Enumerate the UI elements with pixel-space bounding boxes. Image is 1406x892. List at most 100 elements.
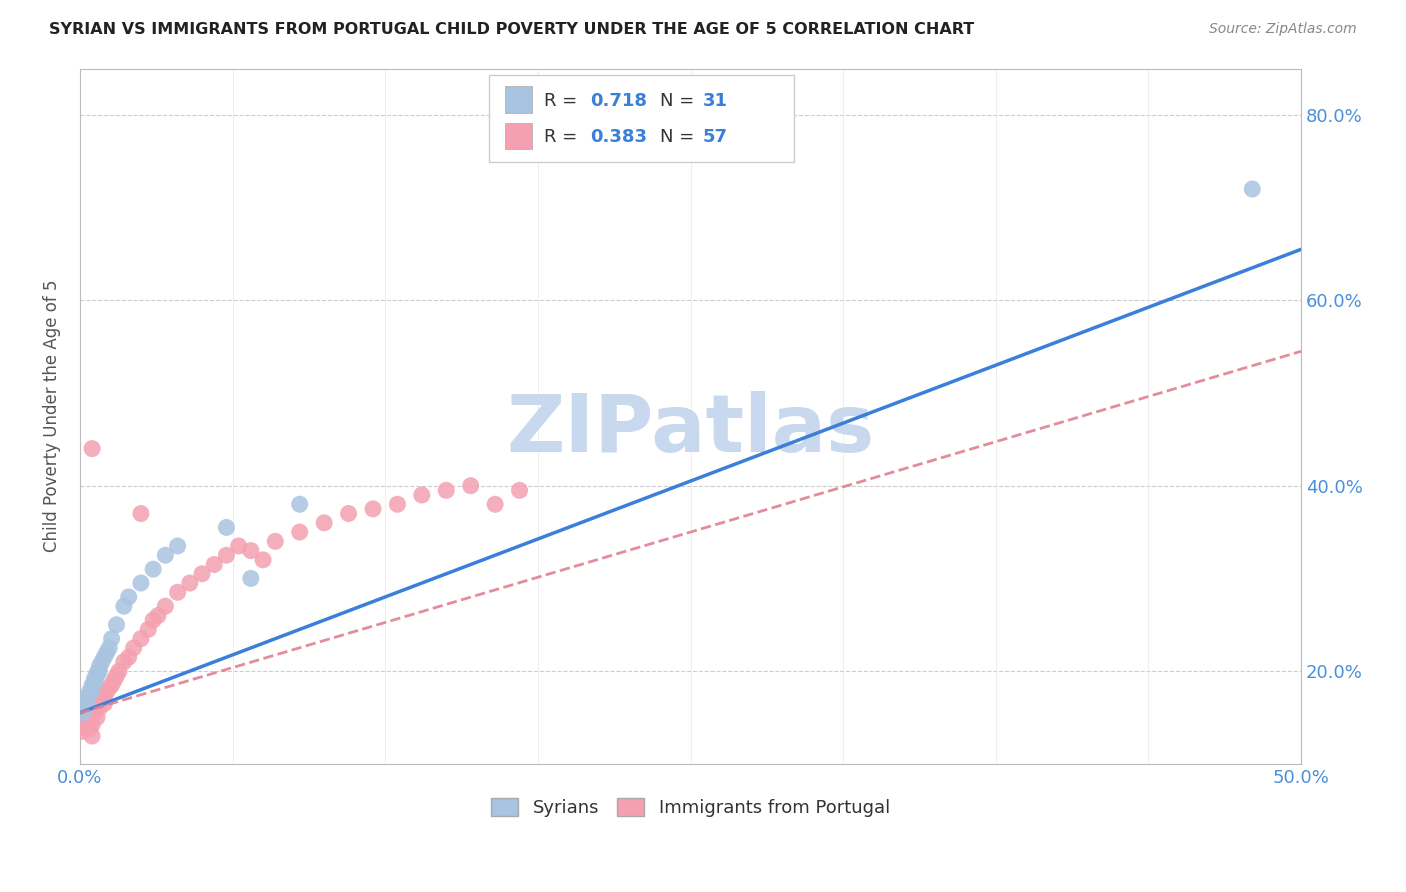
Point: [79, 722, 101, 736]
FancyBboxPatch shape: [505, 87, 531, 112]
Point: [484, 497, 506, 511]
Point: [118, 590, 141, 604]
Text: 0.383: 0.383: [591, 128, 647, 145]
Point: [129, 507, 152, 521]
Point: [90, 690, 112, 704]
Point: [202, 558, 225, 572]
Point: [83, 675, 105, 690]
Point: [387, 497, 409, 511]
Point: [98, 640, 121, 655]
Text: ZIPatlas: ZIPatlas: [506, 391, 875, 469]
Point: [73, 706, 96, 720]
Point: [411, 488, 433, 502]
Point: [79, 697, 101, 711]
Text: R =: R =: [544, 128, 583, 145]
Point: [166, 585, 188, 599]
Text: R =: R =: [544, 93, 583, 111]
Point: [80, 718, 103, 732]
Point: [142, 613, 165, 627]
Point: [80, 678, 103, 692]
Point: [105, 617, 128, 632]
Point: [83, 706, 105, 720]
Point: [72, 706, 94, 720]
Point: [215, 520, 238, 534]
Point: [434, 483, 457, 498]
Point: [76, 703, 98, 717]
Point: [80, 442, 103, 456]
Point: [122, 640, 145, 655]
Point: [314, 516, 336, 530]
Point: [191, 566, 214, 581]
Text: 31: 31: [703, 93, 728, 111]
Point: [239, 571, 262, 585]
Point: [83, 701, 105, 715]
Point: [264, 534, 287, 549]
Point: [80, 682, 103, 697]
Point: [105, 669, 128, 683]
Point: [98, 681, 121, 695]
Text: 57: 57: [703, 128, 728, 145]
Point: [73, 712, 96, 726]
Point: [89, 694, 111, 708]
Text: N =: N =: [659, 128, 700, 145]
Point: [460, 479, 482, 493]
Point: [337, 507, 360, 521]
Point: [100, 678, 122, 692]
Point: [100, 632, 122, 646]
Point: [76, 715, 98, 730]
Point: [72, 720, 94, 734]
Point: [86, 710, 108, 724]
Text: SYRIAN VS IMMIGRANTS FROM PORTUGAL CHILD POVERTY UNDER THE AGE OF 5 CORRELATION : SYRIAN VS IMMIGRANTS FROM PORTUGAL CHILD…: [49, 22, 974, 37]
Point: [76, 690, 98, 704]
Point: [89, 701, 111, 715]
Point: [1241, 182, 1264, 196]
Point: [80, 694, 103, 708]
Point: [90, 655, 112, 669]
Point: [288, 497, 311, 511]
Point: [155, 599, 177, 614]
Text: N =: N =: [659, 93, 700, 111]
Point: [86, 669, 108, 683]
Point: [166, 539, 188, 553]
Point: [79, 684, 101, 698]
Point: [118, 650, 141, 665]
Y-axis label: Child Poverty Under the Age of 5: Child Poverty Under the Age of 5: [44, 280, 60, 552]
Point: [93, 697, 115, 711]
Point: [142, 562, 165, 576]
Point: [96, 646, 118, 660]
Point: [93, 690, 115, 704]
Point: [96, 684, 118, 698]
Legend: Syrians, Immigrants from Portugal: Syrians, Immigrants from Portugal: [484, 790, 897, 824]
Point: [136, 623, 159, 637]
Point: [72, 724, 94, 739]
Point: [361, 501, 384, 516]
Point: [155, 548, 177, 562]
Point: [179, 576, 201, 591]
Point: [89, 659, 111, 673]
Point: [80, 729, 103, 743]
Point: [129, 632, 152, 646]
Point: [252, 553, 274, 567]
Point: [215, 548, 238, 562]
Point: [112, 655, 135, 669]
Point: [103, 673, 125, 688]
Point: [73, 701, 96, 715]
Point: [83, 672, 105, 686]
Point: [76, 694, 98, 708]
FancyBboxPatch shape: [505, 123, 531, 149]
Point: [108, 664, 131, 678]
Point: [79, 701, 101, 715]
Point: [79, 687, 101, 701]
Point: [228, 539, 250, 553]
Point: [509, 483, 531, 498]
Point: [76, 708, 98, 723]
Point: [86, 697, 108, 711]
Point: [129, 576, 152, 591]
Point: [89, 664, 111, 678]
Point: [73, 697, 96, 711]
Text: Source: ZipAtlas.com: Source: ZipAtlas.com: [1209, 22, 1357, 37]
Point: [86, 665, 108, 680]
Point: [93, 650, 115, 665]
Point: [112, 599, 135, 614]
Point: [288, 524, 311, 539]
